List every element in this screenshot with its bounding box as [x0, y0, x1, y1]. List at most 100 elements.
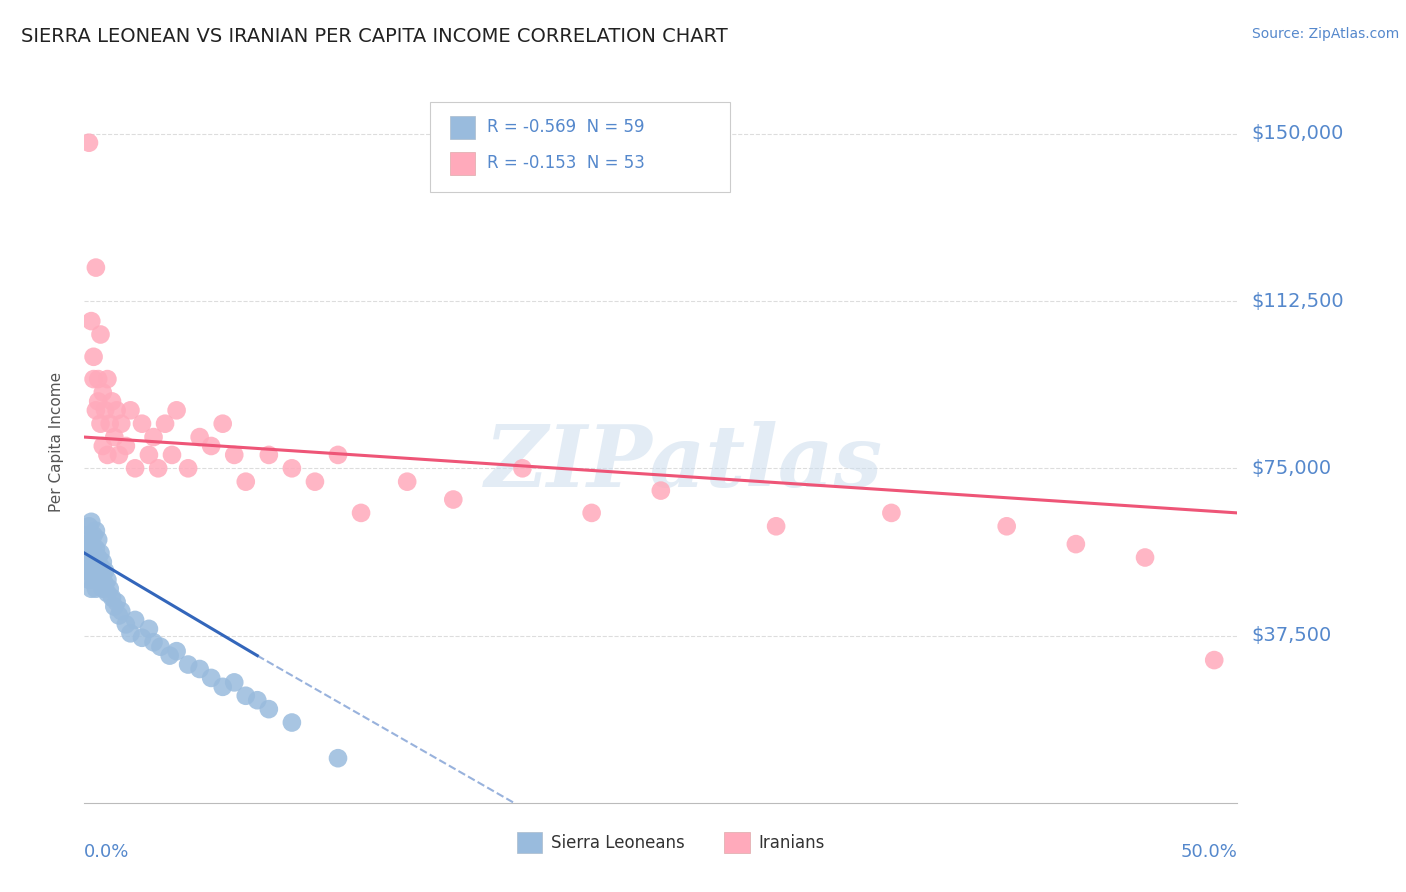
- Point: [224, 675, 246, 690]
- Point: [89, 573, 111, 587]
- Point: [188, 662, 211, 676]
- Point: [650, 483, 672, 498]
- Point: [87, 564, 110, 578]
- Point: [211, 417, 233, 431]
- Point: [235, 689, 257, 703]
- Point: [103, 430, 125, 444]
- FancyBboxPatch shape: [724, 831, 749, 854]
- Point: [91, 582, 114, 596]
- Point: [396, 475, 419, 489]
- Point: [98, 582, 121, 596]
- Point: [96, 586, 118, 600]
- Point: [246, 693, 269, 707]
- Text: $112,500: $112,500: [1251, 292, 1344, 310]
- Point: [89, 327, 111, 342]
- Point: [200, 439, 222, 453]
- Point: [108, 448, 131, 462]
- Point: [131, 417, 153, 431]
- Point: [87, 394, 110, 409]
- Point: [77, 541, 100, 556]
- Point: [304, 475, 326, 489]
- Point: [765, 519, 787, 533]
- Point: [77, 519, 100, 533]
- Point: [83, 559, 105, 574]
- Point: [83, 350, 105, 364]
- Text: 50.0%: 50.0%: [1181, 843, 1237, 861]
- Point: [146, 461, 169, 475]
- Point: [91, 555, 114, 569]
- Point: [83, 372, 105, 386]
- Point: [149, 640, 172, 654]
- Point: [166, 644, 188, 658]
- Text: Iranians: Iranians: [759, 833, 825, 852]
- Point: [159, 648, 181, 663]
- Point: [441, 492, 464, 507]
- Point: [326, 448, 349, 462]
- Point: [200, 671, 222, 685]
- Point: [94, 564, 117, 578]
- Point: [110, 604, 132, 618]
- Point: [84, 524, 107, 538]
- Point: [124, 461, 146, 475]
- Point: [103, 599, 125, 614]
- Point: [880, 506, 903, 520]
- Point: [91, 385, 114, 400]
- Point: [80, 314, 103, 328]
- Y-axis label: Per Capita Income: Per Capita Income: [49, 371, 63, 512]
- Point: [80, 550, 103, 565]
- Point: [177, 461, 200, 475]
- Point: [1133, 550, 1156, 565]
- Point: [281, 461, 304, 475]
- Point: [350, 506, 373, 520]
- Text: Sierra Leoneans: Sierra Leoneans: [551, 833, 685, 852]
- Point: [84, 403, 107, 417]
- Point: [211, 680, 233, 694]
- Point: [257, 702, 280, 716]
- Point: [120, 626, 142, 640]
- Point: [96, 448, 118, 462]
- Point: [235, 475, 257, 489]
- Point: [80, 582, 103, 596]
- Point: [96, 573, 118, 587]
- Point: [96, 372, 118, 386]
- Point: [89, 559, 111, 574]
- Text: Source: ZipAtlas.com: Source: ZipAtlas.com: [1251, 27, 1399, 41]
- Point: [83, 573, 105, 587]
- Point: [76, 537, 98, 551]
- Text: $37,500: $37,500: [1251, 626, 1331, 645]
- Point: [138, 622, 160, 636]
- Point: [224, 448, 246, 462]
- Point: [91, 568, 114, 582]
- Point: [142, 430, 165, 444]
- Text: $150,000: $150,000: [1251, 124, 1344, 144]
- FancyBboxPatch shape: [450, 116, 475, 139]
- Point: [153, 417, 176, 431]
- Point: [995, 519, 1018, 533]
- Text: R = -0.569  N = 59: R = -0.569 N = 59: [486, 119, 644, 136]
- Point: [115, 439, 138, 453]
- Point: [76, 528, 98, 542]
- Point: [142, 635, 165, 649]
- Point: [91, 439, 114, 453]
- Point: [83, 546, 105, 560]
- Point: [101, 591, 124, 605]
- FancyBboxPatch shape: [517, 831, 543, 854]
- Point: [84, 541, 107, 556]
- Point: [581, 506, 603, 520]
- Point: [77, 136, 100, 150]
- Point: [326, 751, 349, 765]
- Point: [89, 417, 111, 431]
- Point: [94, 577, 117, 591]
- Point: [110, 417, 132, 431]
- Point: [257, 448, 280, 462]
- Point: [87, 533, 110, 547]
- Point: [76, 564, 98, 578]
- Point: [84, 260, 107, 275]
- Point: [131, 631, 153, 645]
- Point: [166, 403, 188, 417]
- Point: [512, 461, 534, 475]
- Point: [77, 555, 100, 569]
- Point: [160, 448, 183, 462]
- Point: [84, 582, 107, 596]
- Point: [177, 657, 200, 672]
